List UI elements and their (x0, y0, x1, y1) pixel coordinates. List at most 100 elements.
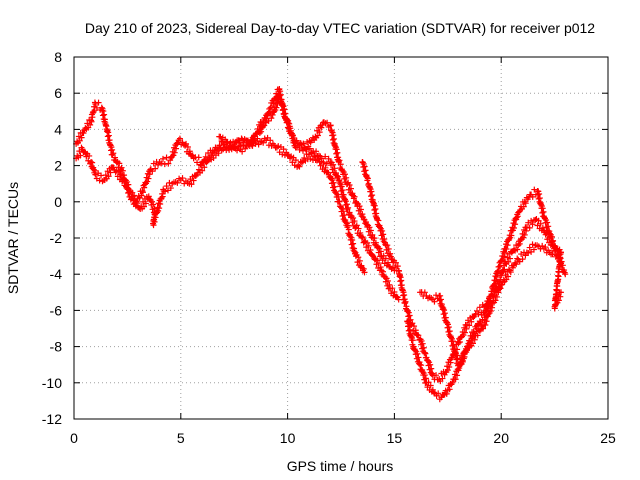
data-point (323, 160, 330, 167)
data-point (262, 119, 269, 126)
data-point (360, 265, 367, 272)
data-point (470, 340, 477, 347)
data-point (401, 292, 408, 299)
data-point (174, 179, 181, 186)
data-point (526, 224, 533, 231)
data-point (516, 240, 523, 247)
data-point (322, 153, 329, 160)
data-point (341, 212, 348, 219)
data-point (379, 227, 386, 234)
data-point (471, 336, 478, 343)
data-point (145, 175, 152, 182)
data-point (192, 172, 199, 179)
data-point (112, 154, 119, 161)
data-point (131, 196, 138, 203)
data-point (529, 241, 536, 248)
data-point (84, 120, 91, 127)
data-point (400, 289, 407, 296)
data-point (163, 183, 170, 190)
data-point (199, 167, 206, 174)
data-point (391, 288, 398, 295)
data-point (377, 264, 384, 271)
data-point (343, 174, 350, 181)
data-point (266, 110, 273, 117)
data-point (139, 187, 146, 194)
data-point (76, 148, 83, 155)
data-point (407, 326, 414, 333)
data-marks (73, 85, 569, 403)
data-point (554, 272, 561, 279)
y-tick-label: 2 (54, 158, 62, 174)
data-point (535, 188, 542, 195)
data-point (398, 277, 405, 284)
data-point (439, 375, 446, 382)
data-point (296, 163, 303, 170)
data-point (88, 118, 95, 125)
data-point (116, 160, 123, 167)
data-point (316, 129, 323, 136)
data-point (382, 255, 389, 262)
data-point (385, 245, 392, 252)
data-point (313, 148, 320, 155)
data-point (364, 175, 371, 182)
data-point (318, 155, 325, 162)
data-point (531, 186, 538, 193)
data-point (86, 152, 93, 159)
data-point (454, 372, 461, 379)
data-point (150, 201, 157, 208)
data-point (437, 292, 444, 299)
data-point (335, 173, 342, 180)
data-point (520, 203, 527, 210)
data-point (142, 200, 149, 207)
data-point (477, 319, 484, 326)
data-point (201, 164, 208, 171)
data-point (265, 142, 272, 149)
data-point (447, 359, 454, 366)
data-point (179, 175, 186, 182)
data-point (289, 132, 296, 139)
data-point (402, 298, 409, 305)
data-point (384, 259, 391, 266)
data-point (474, 332, 481, 339)
data-point (449, 379, 456, 386)
data-point (415, 354, 422, 361)
data-point (105, 129, 112, 136)
data-point (83, 153, 90, 160)
data-point (444, 367, 451, 374)
data-point (280, 103, 287, 110)
data-point (453, 352, 460, 359)
data-point (482, 322, 489, 329)
y-tick-label: 4 (54, 121, 62, 137)
data-point (102, 172, 109, 179)
chart-title: Day 210 of 2023, Sidereal Day-to-day VTE… (85, 20, 595, 36)
data-point (349, 236, 356, 243)
data-point (430, 389, 437, 396)
data-point (127, 188, 134, 195)
data-point (195, 166, 202, 173)
data-point (361, 163, 368, 170)
data-point (551, 244, 558, 251)
data-point (122, 180, 129, 187)
data-point (419, 340, 426, 347)
data-point (330, 179, 337, 186)
data-point (108, 144, 115, 151)
data-point (338, 183, 345, 190)
data-point (256, 126, 263, 133)
data-point (509, 264, 516, 271)
data-point (215, 150, 222, 157)
data-point (409, 337, 416, 344)
data-point (174, 140, 181, 147)
data-point (513, 261, 520, 268)
data-point (470, 314, 477, 321)
data-point (369, 231, 376, 238)
data-point (286, 120, 293, 127)
data-point (405, 309, 412, 316)
data-point (306, 145, 313, 152)
data-point (545, 223, 552, 230)
data-point (445, 324, 452, 331)
data-point (331, 183, 338, 190)
data-point (268, 115, 275, 122)
data-point (514, 255, 521, 262)
data-point (337, 161, 344, 168)
